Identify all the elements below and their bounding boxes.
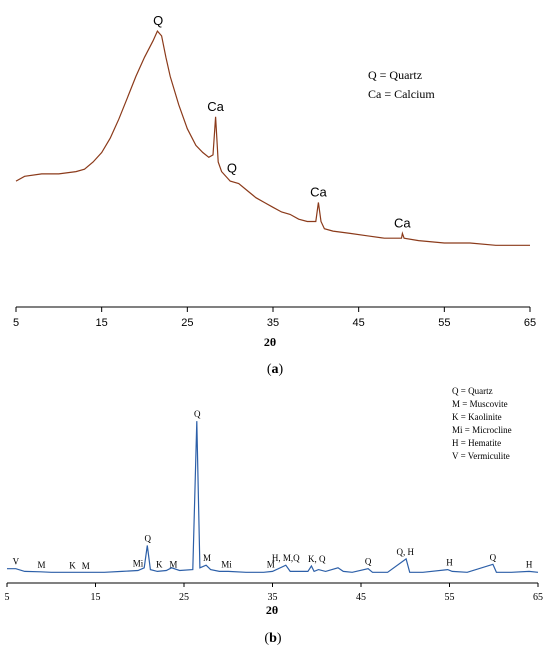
x-tick-label: 45 — [356, 592, 366, 603]
peak-label: V — [13, 557, 20, 567]
x-tick-label: 55 — [438, 317, 450, 329]
panel-a-legend: Q = Quartz Ca = Calcium — [368, 68, 435, 101]
panel-b-legend-item: Mi = Microcline — [452, 425, 512, 435]
panel-b-legend-item: V = Vermiculite — [452, 451, 510, 461]
peak-label: Ca — [394, 215, 411, 230]
x-tick-label: 25 — [179, 592, 189, 603]
x-tick-label: 5 — [13, 317, 19, 329]
peak-label: Ca — [207, 99, 224, 114]
panel-a-peak-labels: Q Ca Q Ca Ca — [153, 13, 411, 230]
panel-a-label: (a) — [267, 362, 284, 377]
peak-label: Mi — [221, 559, 232, 569]
x-tick-label: 25 — [181, 317, 193, 329]
panel-a-letter: a — [272, 362, 279, 377]
peak-label: M — [203, 553, 211, 563]
panel-b-letter: b — [269, 631, 277, 646]
x-tick-label: 15 — [96, 317, 108, 329]
peak-label: M — [169, 559, 177, 569]
peak-label: M — [82, 561, 90, 571]
panel-a-x-ticks: 5 15 25 35 45 55 65 — [13, 307, 536, 329]
x-tick-label: 5 — [5, 592, 10, 603]
x-tick-label: 65 — [533, 592, 543, 603]
panel-b-legend-item: H = Hematite — [452, 438, 501, 448]
x-tick-label: 35 — [268, 592, 278, 603]
peak-label: M — [267, 559, 275, 569]
x-tick-label: 65 — [524, 317, 536, 329]
peak-label: Q — [365, 557, 372, 567]
peak-label: H — [526, 559, 533, 569]
panel-b-legend-item: Q = Quartz — [452, 386, 493, 396]
x-tick-label: 55 — [445, 592, 455, 603]
panel-b-legend-item: K = Kaolinite — [452, 412, 502, 422]
panel-b-series-line — [7, 421, 539, 573]
peak-label: Mi — [133, 559, 144, 569]
peak-label: Q — [144, 533, 151, 543]
peak-label: Q — [194, 409, 201, 419]
peak-label: K, Q — [308, 554, 326, 564]
x-tick-label: 35 — [267, 317, 279, 329]
peak-label: K — [69, 560, 76, 570]
panel-a-x-axis-label: 2θ — [264, 335, 276, 349]
panel-a-legend-item: Ca = Calcium — [368, 87, 435, 101]
panel-a: 5 15 25 35 45 55 65 Q Ca Q Ca Ca Q = Quartz Ca = C… — [13, 13, 536, 377]
peak-label: Q — [153, 13, 163, 28]
peak-label: Q, H — [397, 547, 415, 557]
peak-label: H, M,Q — [272, 553, 300, 563]
panel-b-legend: Q = Quartz M = Muscovite K = Kaolinite M… — [452, 386, 512, 461]
peak-label: Q — [227, 161, 237, 176]
panel-b-legend-item: M = Muscovite — [452, 399, 508, 409]
panel-b-label: (b) — [264, 631, 281, 646]
panel-a-series-line — [15, 30, 530, 246]
peak-label: H — [446, 558, 453, 568]
panel-b-x-ticks: 5 15 25 35 45 55 65 — [5, 583, 543, 603]
peak-label: Q — [490, 552, 497, 562]
x-tick-label: 15 — [91, 592, 101, 603]
peak-label: K — [156, 559, 163, 569]
panel-a-legend-item: Q = Quartz — [368, 68, 422, 82]
peak-label: Ca — [310, 185, 327, 200]
x-tick-label: 45 — [353, 317, 365, 329]
peak-label: M — [38, 560, 46, 570]
panel-b-x-axis-label: 2θ — [266, 603, 278, 617]
